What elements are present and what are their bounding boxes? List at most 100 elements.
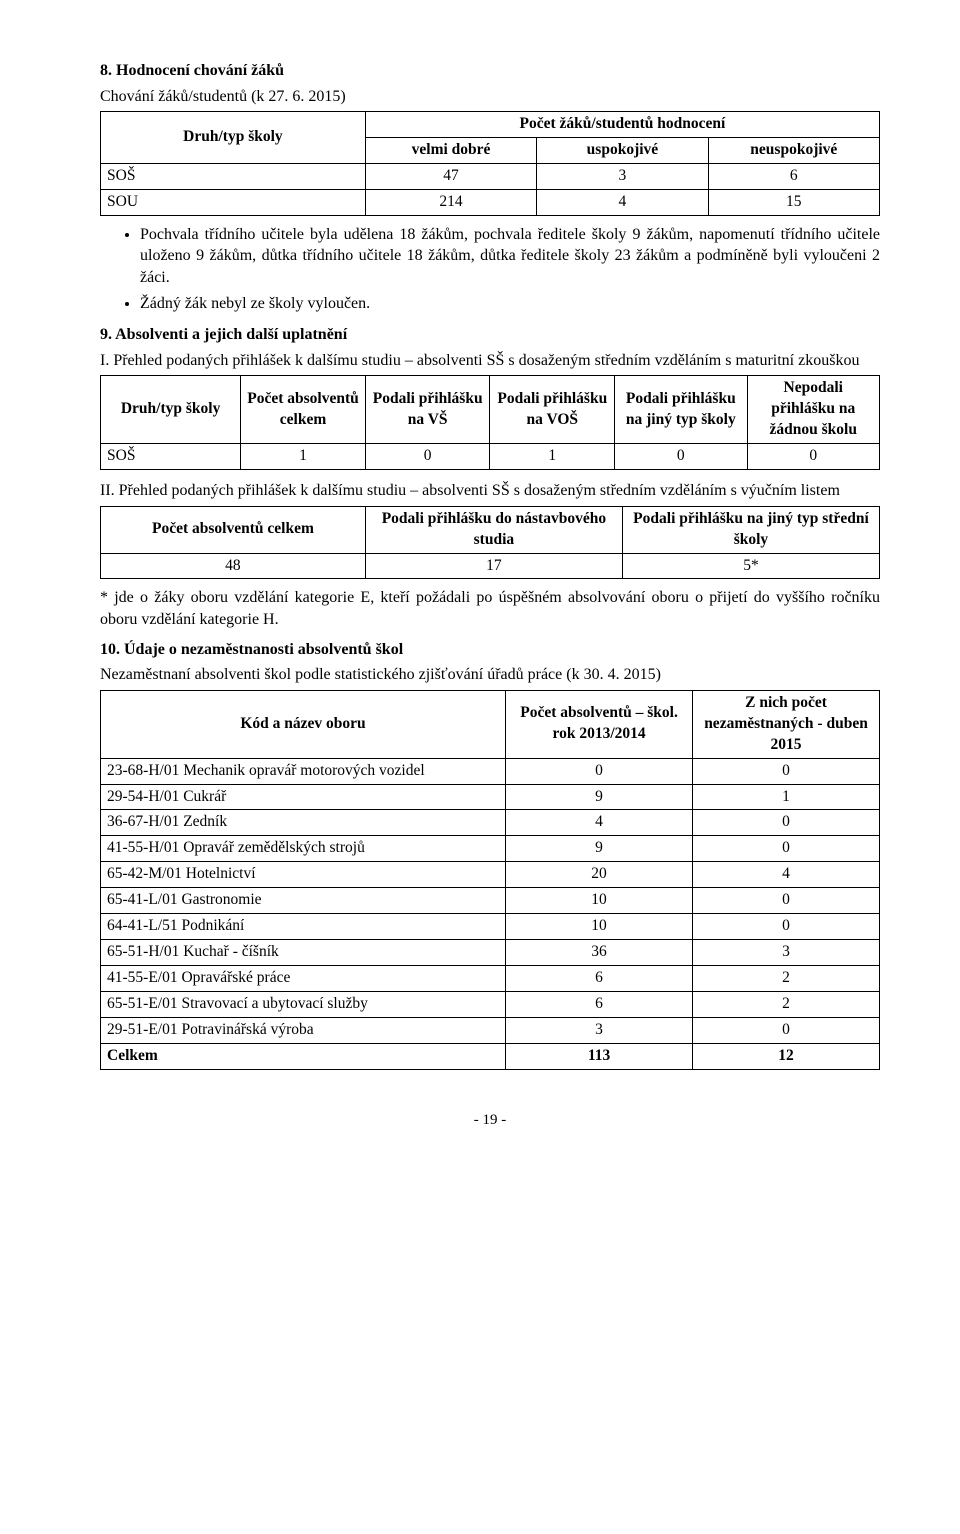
section-9-intro-2: II. Přehled podaných přihlášek k dalšímu… bbox=[100, 480, 880, 502]
cell: 2 bbox=[693, 966, 880, 992]
unemployment-table: Kód a název oboru Počet absolventů – ško… bbox=[100, 690, 880, 1070]
cell: SOŠ bbox=[101, 164, 366, 190]
table-row: 29-51-E/01 Potravinářská výroba30 bbox=[101, 1017, 880, 1043]
cell: 10 bbox=[506, 914, 693, 940]
table-row: 65-51-H/01 Kuchař - číšník363 bbox=[101, 940, 880, 966]
section-9-intro-1: I. Přehled podaných přihlášek k dalšímu … bbox=[100, 350, 880, 372]
section-8-title: 8. Hodnocení chování žáků bbox=[100, 60, 880, 82]
cell: 4 bbox=[506, 810, 693, 836]
cell: 0 bbox=[693, 1017, 880, 1043]
cell: 29-54-H/01 Cukrář bbox=[101, 784, 506, 810]
cell: 0 bbox=[506, 758, 693, 784]
cell: 15 bbox=[708, 189, 879, 215]
cell: 0 bbox=[747, 444, 879, 470]
section-10-subtitle: Nezaměstnaní absolventi škol podle stati… bbox=[100, 664, 880, 686]
cell: SOU bbox=[101, 189, 366, 215]
cell: 9 bbox=[506, 836, 693, 862]
bh-head-span: Počet žáků/studentů hodnocení bbox=[365, 112, 879, 138]
cell: 1 bbox=[241, 444, 366, 470]
behavior-table: Druh/typ školy Počet žáků/studentů hodno… bbox=[100, 111, 880, 216]
cell: 0 bbox=[365, 444, 490, 470]
table-row: 36-67-H/01 Zedník40 bbox=[101, 810, 880, 836]
cell: 36-67-H/01 Zedník bbox=[101, 810, 506, 836]
abh-4: Podali přihlášku na jiný typ školy bbox=[615, 376, 747, 444]
cell: 6 bbox=[708, 164, 879, 190]
bh-head-type: Druh/typ školy bbox=[101, 112, 366, 164]
cell: 6 bbox=[506, 966, 693, 992]
cell: 214 bbox=[365, 189, 536, 215]
table-row: 41-55-E/01 Opravářské práce62 bbox=[101, 966, 880, 992]
cell: 3 bbox=[693, 940, 880, 966]
cell: 47 bbox=[365, 164, 536, 190]
cell: 4 bbox=[537, 189, 708, 215]
unh-0: Kód a název oboru bbox=[101, 690, 506, 758]
bh-head-c2: uspokojivé bbox=[537, 138, 708, 164]
total-1: 12 bbox=[693, 1043, 880, 1069]
cell: 0 bbox=[693, 914, 880, 940]
table-row: 65-42-M/01 Hotelnictví204 bbox=[101, 862, 880, 888]
table-row: SOŠ 1 0 1 0 0 bbox=[101, 444, 880, 470]
section-8-subtitle: Chování žáků/studentů (k 27. 6. 2015) bbox=[100, 86, 880, 108]
abh-0: Druh/typ školy bbox=[101, 376, 241, 444]
cell: 65-51-H/01 Kuchař - číšník bbox=[101, 940, 506, 966]
bullet: Pochvala třídního učitele byla udělena 1… bbox=[140, 224, 880, 289]
total-label: Celkem bbox=[101, 1043, 506, 1069]
unh-2: Z nich počet nezaměstnaných - duben 2015 bbox=[693, 690, 880, 758]
table-row: 65-41-L/01 Gastronomie100 bbox=[101, 888, 880, 914]
cell: 6 bbox=[506, 991, 693, 1017]
total-0: 113 bbox=[506, 1043, 693, 1069]
table-row: SOŠ 47 3 6 bbox=[101, 164, 880, 190]
cell: 2 bbox=[693, 991, 880, 1017]
abh-2: Podali přihlášku na VŠ bbox=[365, 376, 490, 444]
cell: 4 bbox=[693, 862, 880, 888]
cell: 5* bbox=[622, 553, 879, 579]
cell: 3 bbox=[537, 164, 708, 190]
page-number: - 19 - bbox=[100, 1110, 880, 1130]
table-row: 41-55-H/01 Opravář zemědělských strojů90 bbox=[101, 836, 880, 862]
cell: SOŠ bbox=[101, 444, 241, 470]
cell: 41-55-H/01 Opravář zemědělských strojů bbox=[101, 836, 506, 862]
table-row: 64-41-L/51 Podnikání100 bbox=[101, 914, 880, 940]
ab2h-0: Počet absolventů celkem bbox=[101, 506, 366, 553]
cell: 29-51-E/01 Potravinářská výroba bbox=[101, 1017, 506, 1043]
table-row-total: Celkem 113 12 bbox=[101, 1043, 880, 1069]
abh-1: Počet absolventů celkem bbox=[241, 376, 366, 444]
cell: 0 bbox=[693, 888, 880, 914]
bullet: Žádný žák nebyl ze školy vyloučen. bbox=[140, 293, 880, 315]
section-9-title: 9. Absolventi a jejich další uplatnění bbox=[100, 324, 880, 346]
unh-1: Počet absolventů – škol. rok 2013/2014 bbox=[506, 690, 693, 758]
bh-head-c1: velmi dobré bbox=[365, 138, 536, 164]
table-row: SOU 214 4 15 bbox=[101, 189, 880, 215]
cell: 48 bbox=[101, 553, 366, 579]
cell: 36 bbox=[506, 940, 693, 966]
cell: 65-41-L/01 Gastronomie bbox=[101, 888, 506, 914]
cell: 0 bbox=[615, 444, 747, 470]
cell: 1 bbox=[693, 784, 880, 810]
table-row: 65-51-E/01 Stravovací a ubytovací služby… bbox=[101, 991, 880, 1017]
cell: 64-41-L/51 Podnikání bbox=[101, 914, 506, 940]
ab2h-2: Podali přihlášku na jiný typ střední ško… bbox=[622, 506, 879, 553]
cell: 20 bbox=[506, 862, 693, 888]
cell: 41-55-E/01 Opravářské práce bbox=[101, 966, 506, 992]
cell: 23-68-H/01 Mechanik opravář motorových v… bbox=[101, 758, 506, 784]
cell: 10 bbox=[506, 888, 693, 914]
abh-5: Nepodali přihlášku na žádnou školu bbox=[747, 376, 879, 444]
cell: 0 bbox=[693, 758, 880, 784]
table-row: 48 17 5* bbox=[101, 553, 880, 579]
table-row: 29-54-H/01 Cukrář91 bbox=[101, 784, 880, 810]
section-10-title: 10. Údaje o nezaměstnanosti absolventů š… bbox=[100, 639, 880, 661]
cell: 0 bbox=[693, 836, 880, 862]
abh-3: Podali přihlášku na VOŠ bbox=[490, 376, 615, 444]
cell: 0 bbox=[693, 810, 880, 836]
cell: 1 bbox=[490, 444, 615, 470]
absolvent-table-2: Počet absolventů celkem Podali přihlášku… bbox=[100, 506, 880, 580]
section-8-bullets: Pochvala třídního učitele byla udělena 1… bbox=[100, 224, 880, 314]
cell: 9 bbox=[506, 784, 693, 810]
cell: 17 bbox=[365, 553, 622, 579]
table-row: 23-68-H/01 Mechanik opravář motorových v… bbox=[101, 758, 880, 784]
section-9-footnote: * jde o žáky oboru vzdělání kategorie E,… bbox=[100, 587, 880, 630]
ab2h-1: Podali přihlášku do nástavbového studia bbox=[365, 506, 622, 553]
cell: 65-42-M/01 Hotelnictví bbox=[101, 862, 506, 888]
cell: 65-51-E/01 Stravovací a ubytovací služby bbox=[101, 991, 506, 1017]
cell: 3 bbox=[506, 1017, 693, 1043]
